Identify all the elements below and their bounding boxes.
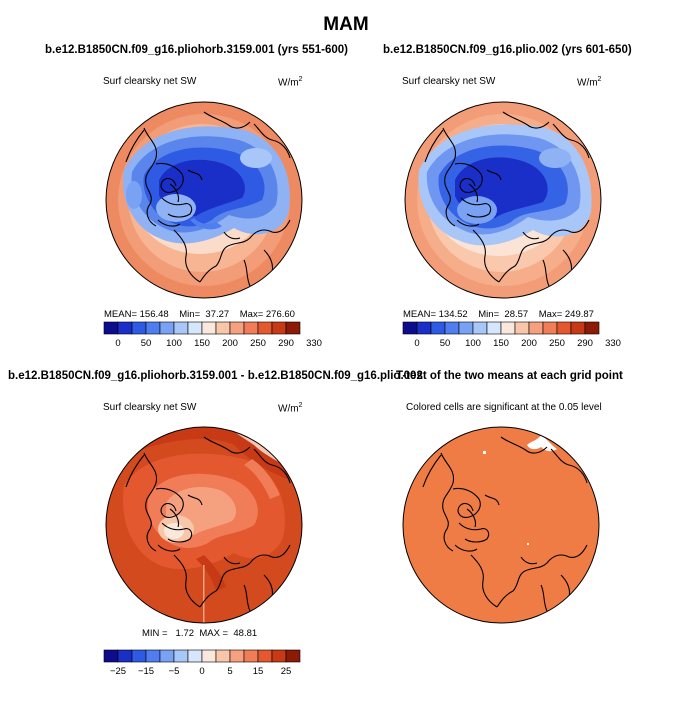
panel1-colorbar-box	[131, 321, 147, 335]
panel3-colorbar: −25 −15 −5 0 5 15 25	[103, 649, 301, 677]
panel2-units-label: W/m2	[577, 76, 602, 89]
panel2-colorbar-box	[556, 321, 572, 335]
panel3-colorbar-tick-label: −5	[169, 666, 180, 677]
panel4-subtitle: Colored cells are significant at the 0.0…	[406, 402, 602, 413]
panel2-colorbar-tick-label: 290	[577, 338, 593, 349]
panel1-title: b.e12.B1850CN.f09_g16.pliohorb.3159.001 …	[45, 44, 348, 56]
panel2-colorbar-box	[416, 321, 432, 335]
panel2-colorbar-box	[584, 321, 600, 335]
panel3-colorbar-tick-label: −15	[138, 666, 154, 677]
panel2-colorbar-box	[542, 321, 558, 335]
panel2-colorbar-box	[472, 321, 488, 335]
panel1-colorbar-box	[257, 321, 273, 335]
panel3-title: b.e12.B1850CN.f09_g16.pliohorb.3159.001 …	[8, 370, 423, 382]
panel3-colorbar-box	[285, 649, 301, 663]
panel3-colorbar-tick-label: 25	[281, 666, 292, 677]
panel1-colorbar-tick-label: 0	[115, 338, 120, 349]
panel1-colorbar-tick-label: 100	[166, 338, 182, 349]
panel2-colorbar-tick-label: 200	[521, 338, 537, 349]
panel3-colorbar-box	[173, 649, 189, 663]
panel1-colorbar-box	[271, 321, 287, 335]
panel2-colorbar-box	[514, 321, 530, 335]
panel3-colorbar-box	[243, 649, 259, 663]
panel1-units-label: W/m2	[278, 76, 303, 89]
panel2-colorbar-tick-label: 250	[549, 338, 565, 349]
panel3-colorbar-box	[257, 649, 273, 663]
panel1-colorbar-box	[145, 321, 161, 335]
panel2-colorbar-box	[444, 321, 460, 335]
panel1-colorbar-box	[215, 321, 231, 335]
panel2-colorbar-tick-label: 150	[493, 338, 509, 349]
panel1-variable-label: Surf clearsky net SW	[103, 76, 197, 87]
panel1-colorbar-box	[117, 321, 133, 335]
panel2-stats: MEAN= 134.52 Min= 28.57 Max= 249.87	[403, 309, 594, 320]
panel1-colorbar-box	[201, 321, 217, 335]
panel1-colorbar-box	[285, 321, 301, 335]
panel3-colorbar-tick-label: −25	[110, 666, 126, 677]
panel3-colorbar-box	[187, 649, 203, 663]
panel2-colorbar-box	[528, 321, 544, 335]
panel1-colorbar-box	[159, 321, 175, 335]
panel3-colorbar-tick-label: 5	[227, 666, 232, 677]
panel2-polar-map	[404, 101, 602, 299]
panel1-colorbar: 0 50 100 150 200 250 290 330	[103, 321, 322, 349]
panel3-stats: MIN = 1.72 MAX = 48.81	[142, 628, 258, 639]
panel4-title: T-test of the two means at each grid poi…	[396, 370, 623, 382]
panel3-polar-map	[105, 426, 303, 624]
panel2-colorbar-box	[570, 321, 586, 335]
panel1-colorbar-box	[103, 321, 119, 335]
panel2-colorbar-box	[458, 321, 474, 335]
panel1-colorbar-box	[187, 321, 203, 335]
panel2-colorbar-tick-label: 50	[440, 338, 451, 349]
panel3-colorbar-box	[117, 649, 133, 663]
panel2-colorbar-box	[486, 321, 502, 335]
panel2-colorbar-tick-label: 0	[414, 338, 419, 349]
panel2-colorbar: 0 50 100 150 200 250 290 330	[402, 321, 621, 349]
panel1-polar-map	[105, 101, 303, 299]
panel3-colorbar-box	[215, 649, 231, 663]
panel2-variable-label: Surf clearsky net SW	[402, 76, 496, 87]
panel3-colorbar-box	[145, 649, 161, 663]
panel3-colorbar-tick-label: 0	[199, 666, 204, 677]
panel1-stats: MEAN= 156.48 Min= 37.27 Max= 276.60	[104, 309, 295, 320]
panel1-colorbar-tick-label: 150	[194, 338, 210, 349]
figure-title: MAM	[323, 14, 369, 35]
panel3-units-label: W/m2	[278, 402, 303, 415]
panel1-colorbar-box	[229, 321, 245, 335]
panel3-colorbar-box	[271, 649, 287, 663]
panel3-colorbar-tick-label: 15	[253, 666, 264, 677]
panel4-polar-map	[402, 426, 600, 624]
panel1-colorbar-tick-label: 250	[250, 338, 266, 349]
panel2-title: b.e12.B1850CN.f09_g16.plio.002 (yrs 601-…	[383, 44, 632, 56]
panel1-colorbar-tick-label: 200	[222, 338, 238, 349]
panel1-colorbar-tick-label: 50	[141, 338, 152, 349]
panel3-variable-label: Surf clearsky net SW	[103, 402, 197, 413]
panel3-colorbar-box	[201, 649, 217, 663]
panel3-colorbar-box	[229, 649, 245, 663]
panel2-colorbar-tick-label: 330	[605, 338, 621, 349]
panel2-colorbar-tick-label: 100	[465, 338, 481, 349]
panel1-colorbar-tick-label: 330	[306, 338, 322, 349]
panel1-colorbar-tick-label: 290	[278, 338, 294, 349]
panel3-colorbar-box	[131, 649, 147, 663]
panel1-colorbar-box	[173, 321, 189, 335]
panel2-colorbar-box	[500, 321, 516, 335]
panel1-colorbar-box	[243, 321, 259, 335]
panel3-colorbar-box	[103, 649, 119, 663]
panel2-colorbar-box	[430, 321, 446, 335]
panel2-colorbar-box	[402, 321, 418, 335]
panel3-colorbar-box	[159, 649, 175, 663]
